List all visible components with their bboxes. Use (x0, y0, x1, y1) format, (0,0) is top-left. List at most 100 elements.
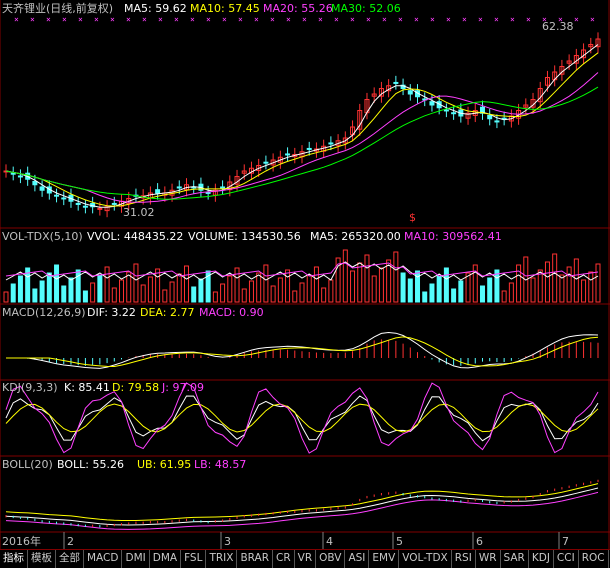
volume-bar (32, 288, 38, 303)
volume-bar (335, 257, 341, 303)
candle-body (407, 90, 413, 95)
signal-marker: × (542, 15, 547, 24)
volume-bar (111, 287, 117, 303)
volume-bar (573, 258, 579, 303)
tab-template[interactable]: 模板 (28, 550, 56, 568)
vol-ma5-line (5, 261, 599, 281)
candle-body (393, 81, 399, 84)
candle-body (263, 161, 269, 164)
candle-body (523, 104, 529, 108)
volume-bar (205, 270, 211, 303)
candle-body (155, 189, 161, 194)
tab-emv[interactable]: EMV (369, 550, 400, 568)
volume-bar (313, 266, 319, 303)
volume-bar (552, 253, 558, 303)
tab-macd[interactable]: MACD (84, 550, 123, 568)
tab-cr[interactable]: CR (273, 550, 295, 568)
tab-cci[interactable]: CCI (554, 550, 579, 568)
candle-body (32, 180, 38, 186)
tab-sar[interactable]: SAR (501, 550, 529, 568)
candle-body (328, 142, 334, 145)
volume-bar (176, 273, 182, 303)
volume-bar (3, 291, 9, 303)
volume-bar (292, 290, 298, 303)
tab-roc[interactable]: ROC (579, 550, 609, 568)
ma5-line (5, 44, 599, 208)
signal-marker: × (558, 15, 563, 24)
tab-vr[interactable]: VR (295, 550, 317, 568)
volume-bar (126, 271, 132, 303)
kdj-j-line (5, 382, 599, 454)
volume-bar (321, 287, 327, 303)
volume-bar (10, 283, 16, 303)
volume-bar (198, 278, 204, 303)
volume-bar (54, 264, 60, 303)
signal-marker: × (382, 15, 387, 24)
tab-indicator[interactable]: 指标 (0, 550, 28, 568)
volume-bar (415, 270, 421, 303)
volume-bar (270, 285, 276, 303)
volume-bar (39, 280, 45, 303)
signal-marker: × (318, 15, 323, 24)
candle-body (39, 186, 45, 191)
tab-dma[interactable]: DMA (150, 550, 182, 568)
boll-ub-line (5, 483, 599, 521)
volume-bar (191, 286, 197, 303)
volume-bar (82, 290, 88, 303)
tab-asi[interactable]: ASI (345, 550, 370, 568)
candle-body (220, 186, 226, 189)
candle-body (111, 202, 117, 205)
tab-brar[interactable]: BRAR (237, 550, 273, 568)
signal-marker: × (254, 15, 259, 24)
volume-bar (544, 261, 550, 303)
volume-bar (140, 284, 146, 303)
signal-marker: × (222, 15, 227, 24)
candle-body (342, 137, 348, 144)
signal-marker: × (62, 15, 67, 24)
volume-bar (256, 272, 262, 303)
tab-trix[interactable]: TRIX (206, 550, 238, 568)
ma10-line (5, 52, 599, 207)
volume-bar (162, 289, 168, 303)
volume-bar (220, 283, 226, 303)
volume-bar (212, 291, 218, 303)
tab-vol-tdx[interactable]: VOL-TDX (399, 550, 452, 568)
volume-bar (378, 267, 384, 303)
tab-fsl[interactable]: FSL (181, 550, 207, 568)
tab-rsi[interactable]: RSI (452, 550, 476, 568)
tab-wr[interactable]: WR (476, 550, 501, 568)
signal-marker: × (142, 15, 147, 24)
signal-marker: × (366, 15, 371, 24)
signal-marker: × (446, 15, 451, 24)
volume-bar (75, 269, 81, 303)
indicator-tab-bar[interactable]: 指标 模板 全部 MACD DMI DMA FSL TRIX BRAR CR V… (0, 549, 610, 568)
kdj-k-line (5, 395, 599, 442)
candle-body (205, 191, 211, 194)
tab-kdj[interactable]: KDJ (529, 550, 554, 568)
volume-bar (386, 259, 392, 303)
volume-bar (133, 263, 139, 303)
volume-bar (306, 274, 312, 303)
candle-body (241, 170, 247, 174)
candle-body (371, 93, 377, 97)
volume-bar (25, 267, 31, 303)
tab-dmi[interactable]: DMI (122, 550, 150, 568)
signal-marker: × (78, 15, 83, 24)
volume-bar (169, 281, 175, 303)
signal-marker: × (350, 15, 355, 24)
candle-body (451, 112, 457, 115)
tab-obv[interactable]: OBV (316, 550, 346, 568)
macd-dea-line (6, 336, 599, 368)
candle-body (429, 101, 435, 106)
candle-body (97, 207, 103, 210)
signal-marker: × (46, 15, 51, 24)
volume-bar (588, 271, 594, 303)
signal-marker: × (14, 15, 19, 24)
volume-bar (234, 267, 240, 303)
volume-bar (263, 264, 269, 303)
tab-all[interactable]: 全部 (56, 550, 84, 568)
signal-marker: × (462, 15, 467, 24)
signal-marker: × (174, 15, 179, 24)
